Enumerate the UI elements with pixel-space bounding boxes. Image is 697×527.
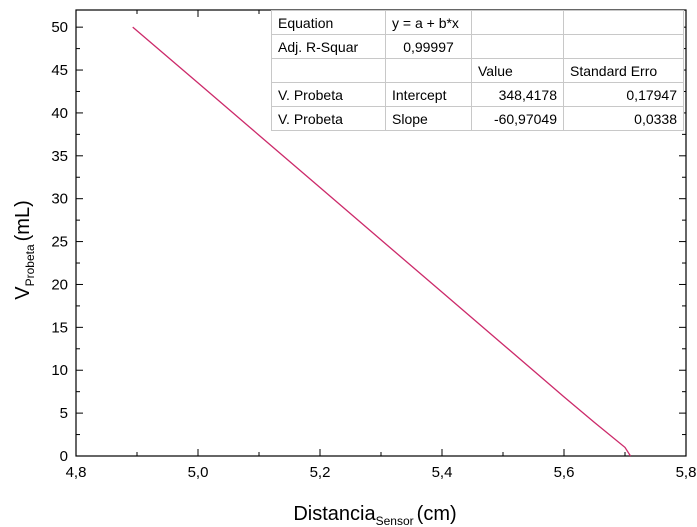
table-cell [271,58,386,83]
y-tick-label: 15 [51,319,68,336]
x-tick-label: 4,8 [66,464,87,481]
table-cell: V. Probeta [271,82,386,107]
table-cell: Slope [385,106,472,131]
table-cell: 348,4178 [471,82,564,107]
table-cell: Equation [271,10,386,35]
table-row: V. Probeta Slope -60,97049 0,0338 [271,106,684,131]
x-axis-title-unit: (cm) [417,503,457,525]
table-row: V. Probeta Intercept 348,4178 0,17947 [271,82,684,107]
table-cell [563,10,684,35]
x-axis-title-main: Distancia [293,503,376,525]
y-tick-label: 0 [60,448,68,465]
y-axis-title: VProbeta (mL) [12,200,37,299]
table-cell: 0,17947 [563,82,684,107]
series-line [132,26,632,457]
y-tick-label: 25 [51,234,68,251]
table-cell: V. Probeta [271,106,386,131]
y-tick-label: 20 [51,276,68,293]
y-axis: 0 5 10 15 20 25 30 35 40 45 50 [51,19,686,465]
table-row: Equation y = a + b*x [271,10,684,35]
y-tick-label: 5 [60,405,68,422]
y-tick-label: 40 [51,105,68,122]
x-tick-label: 5,8 [676,464,697,481]
x-tick-label: 5,4 [432,464,453,481]
table-row: Adj. R-Squar 0,99997 [271,34,684,59]
table-header-cell: Value [471,58,564,83]
x-axis-title-subscript: Sensor [376,514,414,527]
y-tick-label: 45 [51,62,68,79]
table-cell [563,34,684,59]
x-tick-label: 5,2 [310,464,331,481]
y-tick-label: 50 [51,19,68,36]
fit-results-table: Equation y = a + b*x Adj. R-Squar 0,9999… [271,10,684,131]
table-row: Value Standard Erro [271,58,684,83]
x-tick-label: 5,0 [188,464,209,481]
x-axis-title: DistanciaSensor (cm) [293,503,456,527]
table-cell [471,34,564,59]
y-axis-title-main: V [12,286,34,300]
x-tick-label: 5,6 [554,464,575,481]
table-cell: -60,97049 [471,106,564,131]
y-axis-title-subscript: Probeta [23,244,37,286]
x-axis: 4,8 5,0 5,2 5,4 5,6 5,8 [66,10,697,481]
table-header-cell: Standard Erro [563,58,684,83]
y-tick-label: 10 [51,362,68,379]
table-cell: y = a + b*x [385,10,472,35]
table-cell: 0,0338 [563,106,684,131]
y-tick-label: 30 [51,191,68,208]
series-layer [132,26,632,457]
table-cell: Intercept [385,82,472,107]
y-axis-title-unit: (mL) [12,200,34,241]
table-cell: Adj. R-Squar [271,34,386,59]
y-tick-label: 35 [51,148,68,165]
table-cell [385,58,472,83]
table-cell [471,10,564,35]
table-cell: 0,99997 [385,34,472,59]
